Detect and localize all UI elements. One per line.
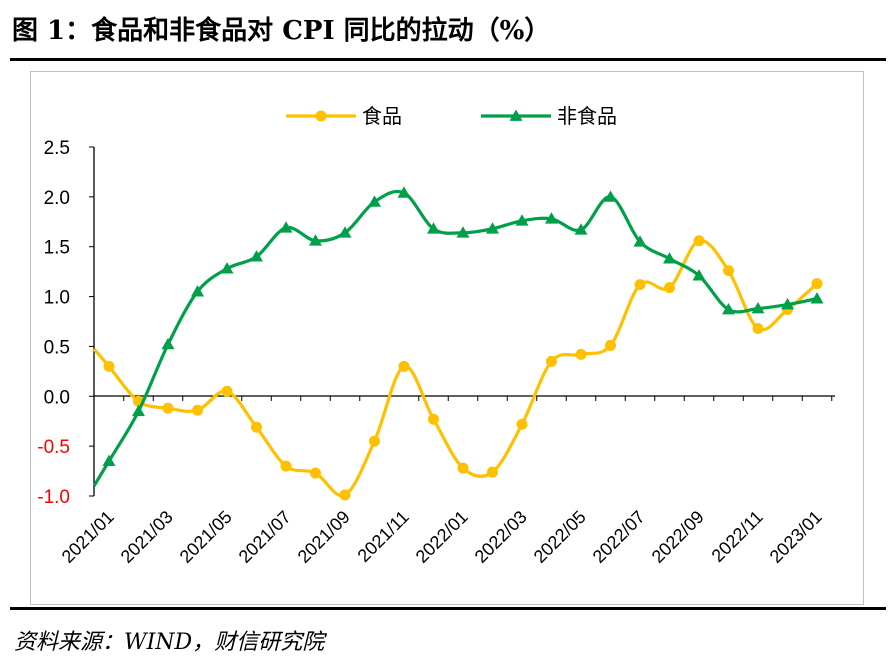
data-point-nonfood <box>279 221 293 233</box>
y-tick-label: -0.5 <box>37 437 70 458</box>
x-tick-label: 2022/07 <box>589 507 649 567</box>
legend-label: 非食品 <box>557 104 617 128</box>
y-tick-label: 0.5 <box>44 337 70 358</box>
y-tick-label: 2.5 <box>44 138 70 159</box>
x-tick-label: 2023/01 <box>766 507 826 567</box>
axes: 2.5 2.0 1.5 1.0 0.5 0.0 -0.5 -1.02021/012021/03… <box>37 138 835 567</box>
data-point-nonfood <box>810 292 824 304</box>
y-tick-label: 2.0 <box>44 188 70 209</box>
x-tick-label: 2021/05 <box>176 507 236 567</box>
data-point-food <box>457 462 469 474</box>
x-tick-label: 2022/01 <box>412 507 472 567</box>
data-point-nonfood <box>456 226 470 238</box>
legend-marker <box>315 110 327 122</box>
data-point-food <box>634 279 646 291</box>
data-point-nonfood <box>515 214 529 226</box>
x-tick-label: 2021/03 <box>117 507 177 567</box>
data-point-nonfood <box>191 285 204 297</box>
data-point-nonfood <box>397 186 411 198</box>
data-point-food <box>723 265 734 277</box>
data-point-food <box>487 466 498 478</box>
data-point-food <box>280 460 292 472</box>
data-point-nonfood <box>692 269 706 281</box>
data-point-food <box>103 360 115 372</box>
data-point-nonfood <box>368 195 381 207</box>
x-tick-label: 2022/11 <box>708 507 767 566</box>
series-line-nonfood <box>92 189 818 487</box>
top-rule <box>10 58 886 61</box>
chart-frame <box>30 71 864 605</box>
figure-title: 图 1：食品和非食品对 CPI 同比的拉动（%） <box>12 16 551 46</box>
data-point-food <box>546 355 557 367</box>
data-point-food <box>251 421 262 433</box>
data-point-nonfood <box>633 235 647 247</box>
x-tick-label: 2021/01 <box>58 507 118 567</box>
x-tick-label: 2022/09 <box>648 507 708 567</box>
data-point-nonfood <box>132 404 145 417</box>
data-point-food <box>811 278 823 290</box>
bottom-rule <box>10 607 886 610</box>
data-point-nonfood <box>309 234 322 246</box>
data-point-nonfood <box>545 212 558 224</box>
data-point-food <box>516 418 528 430</box>
data-point-nonfood <box>161 337 175 350</box>
y-tick-label: 1.5 <box>44 238 70 259</box>
data-point-food <box>192 404 203 416</box>
x-tick-label: 2021/11 <box>354 507 413 566</box>
source-note: 资料来源：WIND，财信研究院 <box>14 630 325 655</box>
data-point-food <box>339 489 351 501</box>
data-point-food <box>398 360 410 372</box>
x-tick-label: 2022/05 <box>530 507 590 567</box>
data-point-nonfood <box>751 302 765 314</box>
data-point-nonfood <box>102 454 116 466</box>
data-point-food <box>693 235 705 247</box>
y-tick-label: -1.0 <box>37 487 70 508</box>
legend-marker <box>509 109 523 121</box>
legend-label: 食品 <box>362 104 402 128</box>
data-point-nonfood <box>427 222 440 234</box>
data-point-nonfood <box>663 252 676 264</box>
data-point-food <box>310 467 321 479</box>
series-layer <box>92 186 824 501</box>
x-tick-label: 2021/07 <box>235 507 295 567</box>
legend: 食品 非食品 <box>286 104 617 128</box>
y-tick-label: 0.0 <box>44 387 70 408</box>
data-point-nonfood <box>574 223 588 235</box>
data-point-food <box>575 348 587 360</box>
data-point-food <box>664 282 675 294</box>
x-tick-label: 2022/03 <box>471 507 531 567</box>
data-point-nonfood <box>220 262 234 274</box>
data-point-nonfood <box>250 250 263 262</box>
data-point-food <box>221 385 233 397</box>
data-point-food <box>752 322 764 334</box>
data-point-food <box>428 413 439 425</box>
data-point-food <box>369 435 380 447</box>
data-point-nonfood <box>604 190 617 202</box>
data-point-nonfood <box>781 298 794 310</box>
y-tick-label: 1.0 <box>44 288 70 309</box>
data-point-nonfood <box>486 222 499 234</box>
data-point-food <box>605 339 616 351</box>
x-tick-label: 2021/09 <box>294 507 354 567</box>
data-point-nonfood <box>338 226 352 238</box>
data-point-food <box>162 402 174 414</box>
series-line-food <box>92 239 819 498</box>
data-point-nonfood <box>722 303 735 315</box>
